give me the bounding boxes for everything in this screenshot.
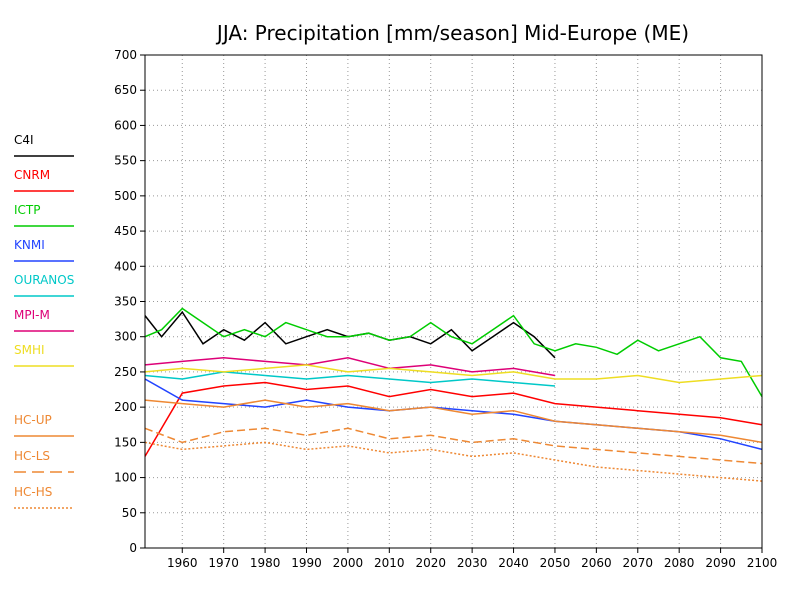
y-tick-label: 0 [129,541,137,555]
x-tick-label: 2040 [498,556,529,570]
y-axis: 0 50 100 150 200 250 300 350 400 450 500 550 600 650 7… [114,48,145,555]
y-tick-label: 300 [114,330,137,344]
x-tick-label: 2050 [540,556,571,570]
legend-label-cnrm: CNRM [14,168,50,182]
series-line-cnrm [144,381,763,457]
x-tick-label: 1980 [250,556,281,570]
legend-label-ouranos: OURANOS [14,273,74,287]
y-tick-label: 450 [114,224,137,238]
legend-label-knmi: KNMI [14,238,45,252]
x-tick-label: 2100 [747,556,778,570]
x-tick-label: 1960 [167,556,198,570]
series-line-hc-hs [144,441,763,482]
y-tick-label: 150 [114,435,137,449]
series-lines [144,307,763,482]
y-tick-label: 600 [114,118,137,132]
legend-label-hc-hs: HC-HS [14,485,52,499]
series-line-ouranos [144,371,556,387]
x-tick-label: 2000 [333,556,364,570]
y-tick-label: 250 [114,365,137,379]
x-tick-label: 1970 [208,556,239,570]
y-tick-label: 100 [114,471,137,485]
legend-label-mpi-m: MPI-M [14,308,50,322]
x-tick-label: 2060 [581,556,612,570]
x-tick-label: 2020 [415,556,446,570]
y-tick-label: 550 [114,154,137,168]
y-tick-label: 50 [122,506,137,520]
x-tick-label: 2070 [622,556,653,570]
y-tick-label: 650 [114,83,137,97]
x-tick-label: 2090 [705,556,736,570]
series-line-hc-up [144,399,763,444]
series-line-c4i [144,310,556,359]
x-tick-label: 2030 [457,556,488,570]
x-axis: 1960 1970 1980 1990 2000 2010 2020 2030 2040 2050… [167,548,777,570]
legend: C4I CNRM ICTP KNMI OURANOS MPI-M SMHI HC-UP HC-L… [14,133,74,509]
legend-label-ictp: ICTP [14,203,40,217]
legend-label-hc-up: HC-UP [14,413,52,427]
y-tick-label: 700 [114,48,137,62]
grid-lines [145,55,762,548]
series-line-smhi [144,364,763,384]
legend-label-hc-ls: HC-LS [14,449,50,463]
series-line-mpi-m [144,357,556,377]
series-line-hc-ls [144,427,763,465]
legend-label-smhi: SMHI [14,343,45,357]
y-tick-label: 350 [114,295,137,309]
series-line-ictp [144,307,763,397]
y-tick-label: 400 [114,259,137,273]
y-tick-label: 500 [114,189,137,203]
legend-label-c4i: C4I [14,133,34,147]
chart-title: JJA: Precipitation [mm/season] Mid-Europ… [215,21,689,45]
x-tick-label: 2010 [374,556,405,570]
y-tick-label: 200 [114,400,137,414]
x-tick-label: 1990 [291,556,322,570]
x-tick-label: 2080 [664,556,695,570]
